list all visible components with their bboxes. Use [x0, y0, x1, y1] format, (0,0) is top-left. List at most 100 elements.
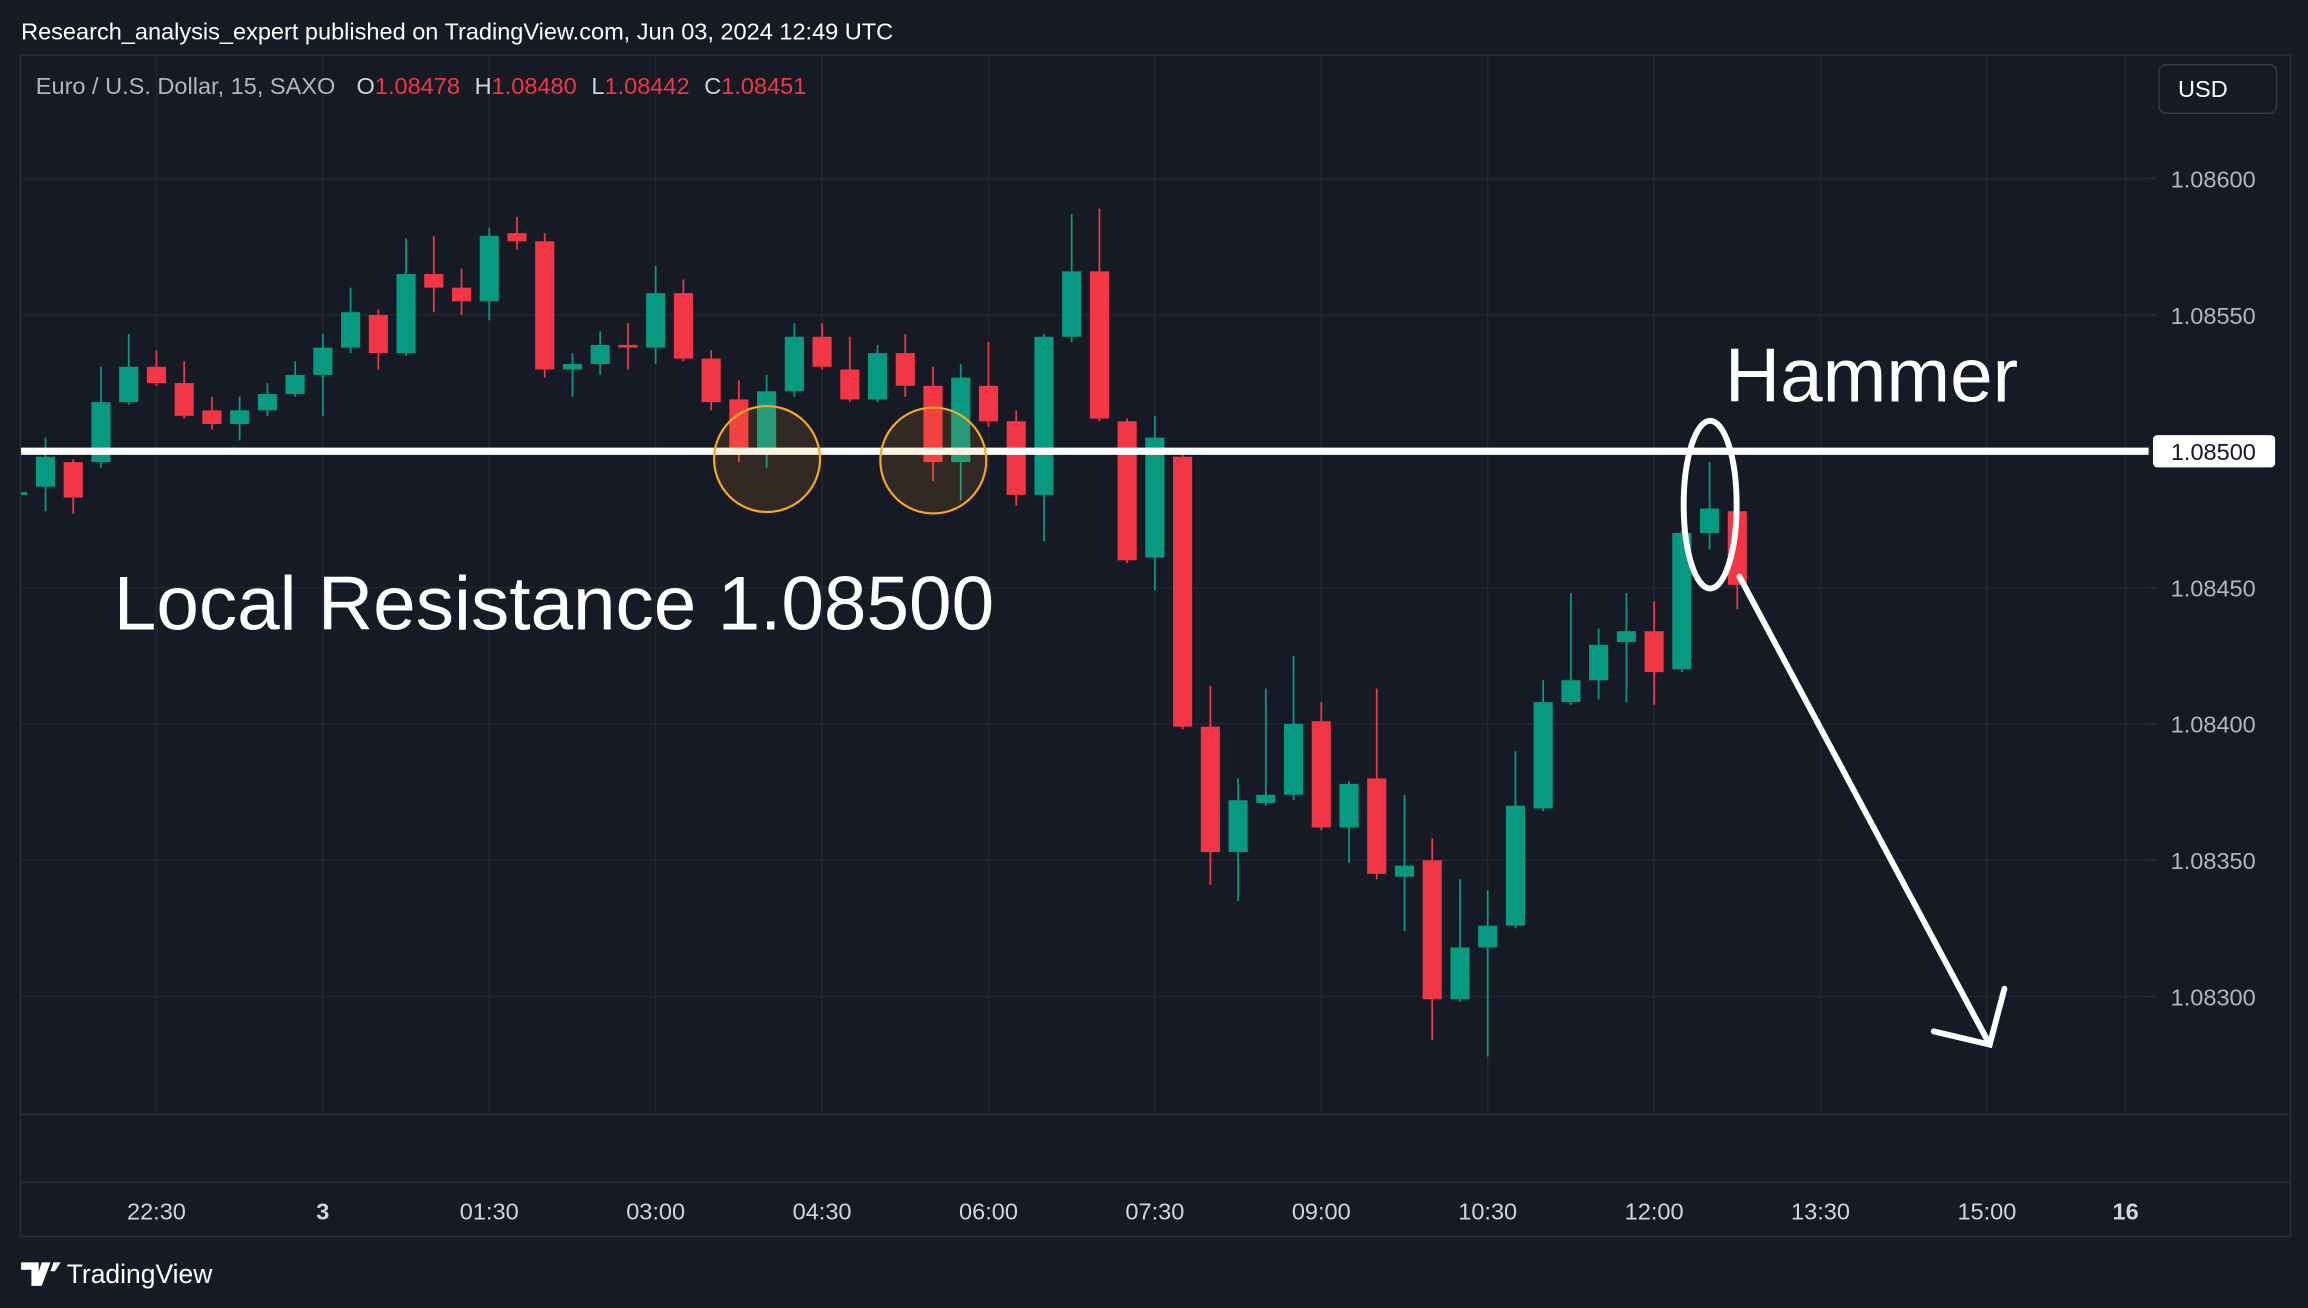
candle-body — [1339, 783, 1359, 828]
candle-body — [174, 383, 194, 416]
x-tick-label: 01:30 — [460, 1199, 519, 1225]
candle-body — [396, 274, 416, 354]
candle-body — [923, 385, 943, 463]
candle-body — [784, 336, 804, 392]
candle-body — [673, 293, 693, 359]
candle-body — [1034, 336, 1054, 495]
x-tick-label: 04:30 — [793, 1199, 852, 1225]
candles — [21, 208, 1747, 1057]
candle-body — [1644, 631, 1664, 673]
candle-body — [1367, 778, 1387, 874]
candle-body — [562, 364, 583, 370]
candle-body — [1505, 805, 1525, 926]
candle-body — [1700, 508, 1720, 534]
candle-body — [1422, 860, 1442, 1000]
chart-frame — [19, 54, 2292, 1238]
hammer-ellipse — [1680, 417, 1740, 592]
symbol-legend: Euro / U.S. Dollar, 15, SAXO O1.08478 H1.… — [36, 73, 807, 99]
candle-body — [119, 366, 139, 403]
candle-body — [507, 233, 527, 242]
ohlc-key: H — [475, 73, 492, 99]
arrow-head — [1930, 985, 2008, 1049]
candle-body — [1283, 723, 1304, 795]
highlight-circle — [712, 404, 822, 514]
candle-body — [646, 293, 666, 348]
x-tick-label: 12:00 — [1625, 1199, 1684, 1225]
price-label-box — [2153, 435, 2276, 468]
ohlc-key: L — [591, 73, 604, 99]
x-tick-label: 06:00 — [959, 1199, 1018, 1225]
candle-body — [867, 353, 888, 400]
candle-body — [951, 377, 971, 463]
candle-body — [1533, 702, 1553, 809]
candle-body — [1006, 421, 1026, 495]
ohlc-value: 1.08478 — [375, 73, 460, 99]
candle-body — [285, 374, 305, 394]
candle-body — [91, 402, 111, 463]
candle-body — [1394, 865, 1415, 877]
ohlc-key: C — [704, 73, 721, 99]
candle-body — [1200, 726, 1220, 853]
candle-body — [1117, 421, 1137, 561]
candle-body — [1228, 800, 1248, 853]
candle-body — [895, 353, 915, 386]
ohlc-key: O — [357, 73, 375, 99]
candle-body — [590, 344, 610, 365]
candle-body — [1672, 533, 1692, 670]
candle-body — [1173, 456, 1193, 727]
candle-body — [479, 235, 499, 302]
resistance-annotation: Local Resistance 1.08500 — [114, 562, 994, 647]
brand-logo — [21, 1262, 61, 1286]
currency-button[interactable]: USD — [2158, 64, 2278, 115]
arrow-shaft — [1736, 573, 1993, 1048]
x-tick-label: 07:30 — [1125, 1199, 1184, 1225]
down-arrow — [1736, 573, 2008, 1049]
brand-name: TradingView — [67, 1259, 214, 1289]
footer-brand: TradingView — [21, 1259, 213, 1289]
x-tick-label: 16 — [2112, 1199, 2138, 1225]
candle-body — [424, 274, 444, 288]
candle-body — [35, 456, 56, 487]
candle-body — [1311, 721, 1331, 828]
ohlc-value: 1.08442 — [605, 73, 690, 99]
symbol-name: Euro / U.S. Dollar, 15, SAXO — [36, 73, 336, 99]
candle-body — [63, 462, 83, 498]
candle-body — [21, 492, 28, 495]
x-tick-label: 15:00 — [1957, 1199, 2016, 1225]
candle-body — [257, 393, 277, 411]
candle-body — [1727, 511, 1747, 585]
x-tick-label: 09:00 — [1292, 1199, 1351, 1225]
y-tick-label: 1.08300 — [2171, 984, 2256, 1010]
y-tick-label: 1.08450 — [2171, 575, 2256, 601]
hammer-annotation: Hammer — [1725, 334, 2018, 419]
publisher-header: Research_analysis_expert published on Tr… — [21, 19, 893, 45]
currency-label[interactable]: USD — [2178, 76, 2228, 102]
candle-body — [341, 312, 361, 348]
candle-body — [1616, 631, 1636, 643]
highlight-circle — [879, 406, 988, 515]
y-tick-label: 1.08400 — [2171, 712, 2256, 738]
candle-body — [1561, 680, 1581, 703]
ohlc-value: 1.08480 — [492, 73, 577, 99]
x-tick-label: 3 — [316, 1199, 329, 1225]
candle-body — [451, 287, 472, 302]
candle-body — [618, 344, 638, 348]
ohlc-value: 1.08451 — [721, 73, 806, 99]
x-tick-label: 13:30 — [1791, 1199, 1850, 1225]
candle-body — [368, 314, 388, 354]
currency-button-box[interactable] — [2158, 64, 2278, 115]
y-tick-label: 1.08350 — [2171, 848, 2256, 874]
candle-body — [1089, 271, 1109, 419]
candle-body — [535, 241, 555, 370]
candle-body — [978, 385, 999, 422]
candle-body — [812, 336, 832, 367]
grid: 1.08300 1.08350 1.08400 1.08450 1.08500 1.085… — [21, 55, 2256, 1225]
candle-body — [1450, 947, 1470, 1000]
candle-body — [146, 366, 167, 384]
y-tick-label: 1.08600 — [2171, 166, 2256, 192]
candle-body — [1062, 271, 1082, 337]
x-tick-label: 03:00 — [626, 1199, 685, 1225]
